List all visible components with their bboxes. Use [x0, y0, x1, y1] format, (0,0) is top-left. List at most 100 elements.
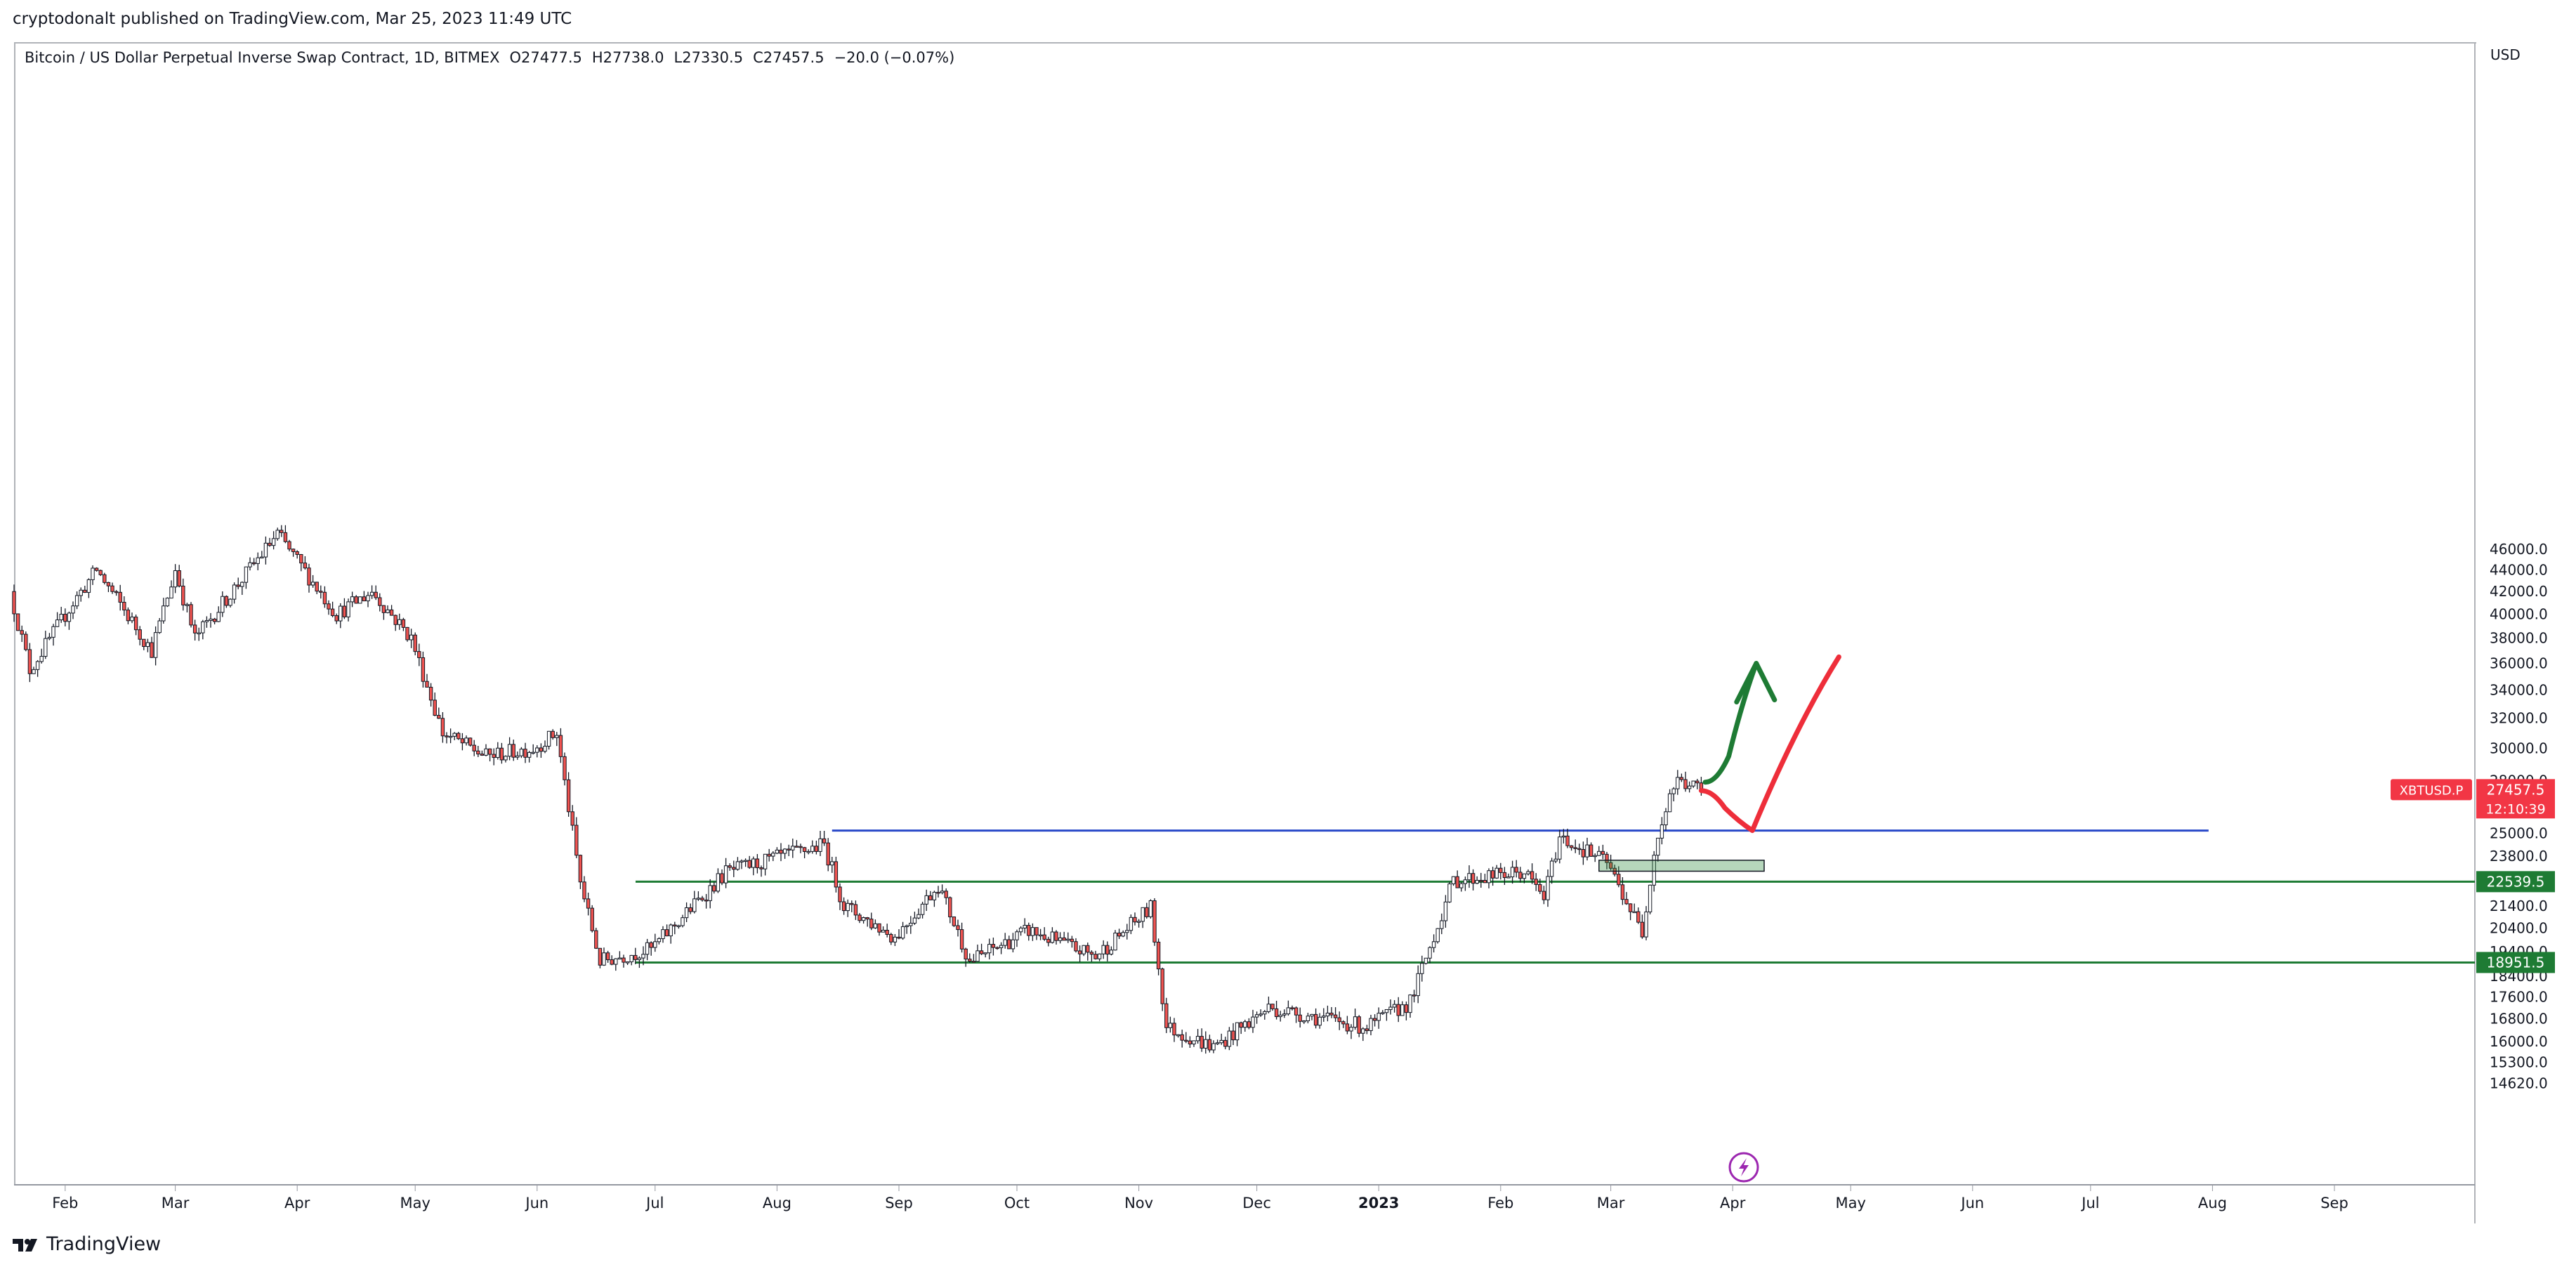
candle-up: [681, 917, 685, 926]
candle-down: [1207, 1039, 1212, 1051]
candle-down: [995, 947, 999, 950]
candle-down: [1542, 891, 1546, 900]
candle-up: [1109, 950, 1114, 955]
candle-down: [850, 902, 854, 905]
candle-up: [397, 619, 402, 625]
y-tick-label: 44000.0: [2490, 561, 2548, 578]
candle-down: [1247, 1021, 1251, 1028]
candle-up: [310, 582, 315, 586]
candle-up: [519, 749, 524, 756]
candle-down: [1074, 941, 1078, 952]
candle-down: [1070, 938, 1075, 943]
candle-up: [1038, 934, 1043, 937]
candle-up: [1632, 911, 1636, 914]
candle-up: [1302, 1020, 1306, 1023]
x-tick-label: Jun: [524, 1195, 548, 1211]
candle-up: [987, 944, 992, 954]
x-tick-label: May: [1835, 1195, 1865, 1211]
candle-up: [1392, 1004, 1397, 1008]
candle-up: [1129, 917, 1133, 931]
candle-down: [865, 917, 869, 920]
candle-up: [515, 755, 520, 758]
candle-up: [1424, 957, 1428, 964]
candle-down: [1589, 844, 1593, 857]
candle-down: [381, 605, 386, 613]
candle-down: [251, 562, 256, 565]
candle-down: [787, 848, 791, 851]
candle-up: [1443, 901, 1448, 921]
candle-down: [1608, 862, 1613, 869]
candle-down: [1164, 1003, 1169, 1028]
candle-up: [350, 596, 355, 603]
candle-up: [1428, 947, 1432, 959]
x-tick-label: 2023: [1358, 1195, 1399, 1211]
candle-down: [114, 591, 119, 593]
candle-down: [1636, 911, 1641, 923]
legend-change: −20.0 (−0.07%): [834, 49, 955, 66]
candle-down: [732, 867, 736, 870]
candle-up: [55, 619, 60, 627]
candle-up: [810, 846, 815, 852]
x-tick-label: Jun: [1959, 1195, 1984, 1211]
candle-down: [936, 891, 940, 894]
candle-up: [1282, 1013, 1287, 1016]
candle-down: [389, 609, 394, 616]
candle-down: [1534, 879, 1538, 885]
x-tick-label: Dec: [1242, 1195, 1271, 1211]
candle-down: [1007, 939, 1011, 950]
y-tick-label: 14620.0: [2490, 1075, 2548, 1092]
candle-up: [782, 848, 787, 854]
candle-down: [1483, 879, 1487, 884]
candle-up: [629, 954, 633, 963]
candle-down: [1274, 1008, 1279, 1018]
candle-up: [504, 756, 508, 761]
candle-up: [1549, 860, 1554, 877]
candle-down: [968, 959, 972, 962]
candle-up: [275, 530, 280, 539]
candle-down: [440, 718, 445, 737]
candle-down: [1054, 931, 1058, 941]
candle-up: [641, 954, 645, 959]
candle-up: [645, 942, 650, 955]
price-tags: 22539.5 18951.5 XBTUSD.P 27457.5 12:10:39: [2391, 779, 2555, 973]
candle-down: [1034, 927, 1039, 935]
candle-down: [523, 749, 527, 758]
candle-down: [1294, 1007, 1299, 1016]
candle-down: [437, 714, 441, 719]
legend-open: O27477.5: [509, 49, 582, 66]
candle-down: [1270, 1004, 1275, 1009]
candle-down: [826, 842, 830, 866]
candle-up: [1113, 933, 1117, 951]
candle-down: [177, 570, 181, 586]
candle-up: [696, 898, 701, 900]
x-tick-label: May: [400, 1195, 430, 1211]
candle-down: [1620, 884, 1625, 900]
candle-up: [1018, 927, 1023, 933]
candle-up: [1259, 1013, 1263, 1016]
candle-up: [197, 632, 201, 635]
footer-brand[interactable]: TradingView: [13, 1233, 161, 1255]
candle-down: [417, 651, 421, 658]
candle-down: [303, 563, 308, 569]
candle-down: [1581, 848, 1586, 858]
candle-down: [664, 929, 669, 937]
candle-up: [775, 849, 780, 854]
candle-up: [535, 747, 539, 753]
candle-down: [1530, 871, 1535, 880]
lightning-icon[interactable]: [1728, 1152, 1759, 1183]
candle-down: [1239, 1022, 1243, 1028]
candle-up: [617, 957, 622, 960]
candle-down: [24, 633, 28, 650]
candle-up: [366, 595, 370, 602]
candle-down: [103, 574, 107, 583]
candle-up: [44, 638, 48, 657]
x-tick-label: Sep: [2320, 1195, 2348, 1211]
candle-up: [999, 945, 1004, 948]
y-tick-label: 40000.0: [2490, 606, 2548, 623]
candle-down: [421, 657, 426, 682]
candle-down: [582, 881, 586, 900]
candle-down: [649, 942, 653, 948]
candle-up: [806, 851, 810, 853]
candle-down: [574, 825, 579, 856]
